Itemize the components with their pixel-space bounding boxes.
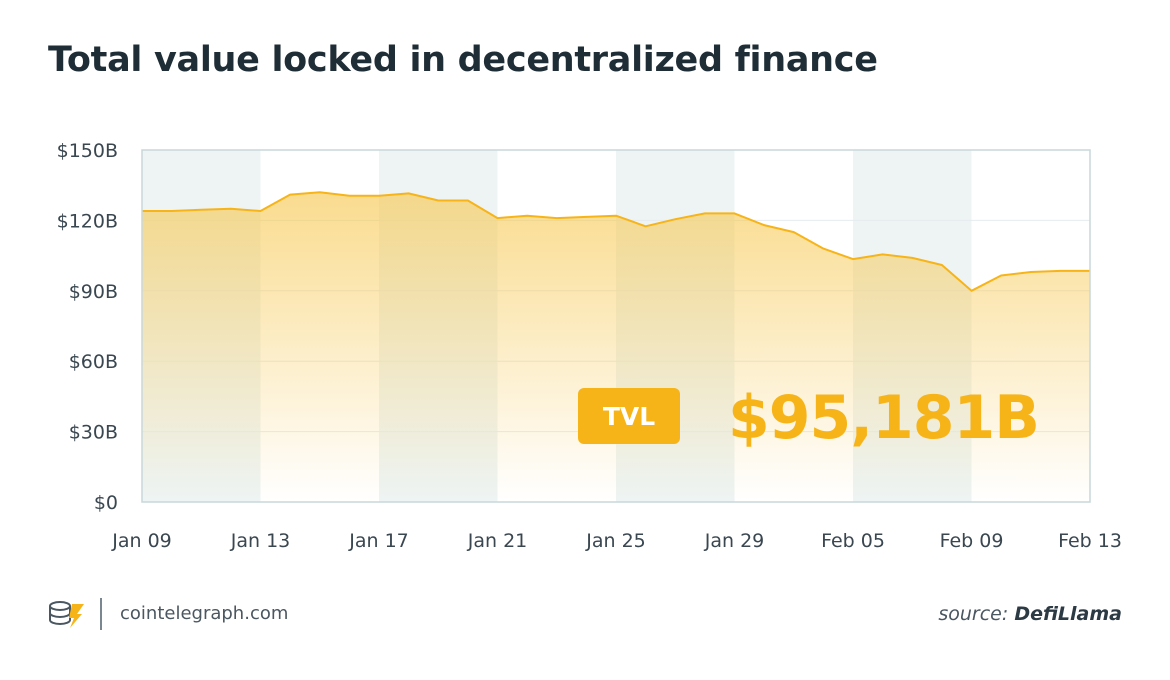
- tvl-badge: TVL: [578, 388, 680, 444]
- tvl-value: $95,181B: [728, 383, 1040, 453]
- cointelegraph-logo-icon: [48, 600, 86, 634]
- footer-source: source: DefiLlama: [938, 603, 1122, 625]
- x-tick-label: Jan 29: [704, 530, 765, 552]
- source-name: DefiLlama: [1014, 603, 1122, 625]
- y-axis: $0 $30B $60B $90B $120B $150B: [57, 140, 118, 514]
- x-tick-label: Jan 25: [585, 530, 646, 552]
- chart-title: Total value locked in decentralized fina…: [48, 40, 878, 80]
- y-tick-label: $150B: [57, 140, 118, 162]
- y-tick-label: $0: [94, 492, 118, 514]
- x-tick-label: Jan 13: [230, 530, 291, 552]
- x-tick-label: Feb 05: [821, 530, 885, 552]
- footer-divider: [100, 598, 102, 630]
- x-axis: Jan 09 Jan 13 Jan 17 Jan 21 Jan 25 Jan 29 Feb …: [111, 530, 1122, 552]
- y-tick-label: $90B: [69, 281, 118, 303]
- x-tick-label: Feb 09: [940, 530, 1004, 552]
- x-tick-label: Jan 17: [348, 530, 409, 552]
- source-prefix: source:: [938, 603, 1009, 625]
- x-tick-label: Jan 09: [111, 530, 172, 552]
- y-tick-label: $30B: [69, 422, 118, 444]
- x-tick-label: Feb 13: [1058, 530, 1122, 552]
- y-tick-label: $120B: [57, 210, 118, 232]
- plot-border: [141, 149, 1091, 503]
- series-line: [142, 191, 1090, 292]
- footer-site: cointelegraph.com: [120, 603, 289, 624]
- x-tick-label: Jan 21: [467, 530, 528, 552]
- y-tick-label: $60B: [69, 351, 118, 373]
- area-fill: [142, 192, 1090, 502]
